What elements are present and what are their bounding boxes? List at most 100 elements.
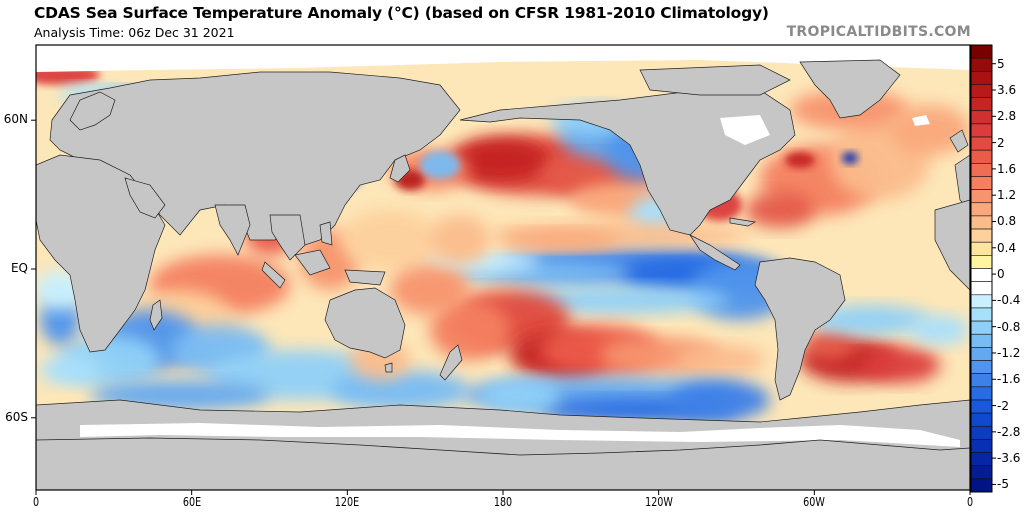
canadian-arctic-landmass (639, 64, 791, 96)
scandinavia-landmass (69, 91, 116, 131)
colorbar-tick-label: -0.4 (997, 293, 1021, 308)
lat-tick-label: EQ (10, 261, 28, 275)
philippines-landmass (319, 221, 333, 246)
colorbar-tick-label: 1.6 (997, 161, 1017, 176)
arabia-landmass (124, 177, 166, 219)
colorbar-swatch (970, 399, 993, 414)
chart-title: CDAS Sea Surface Temperature Anomaly (°C… (34, 4, 769, 22)
japan-landmass (389, 154, 411, 183)
colorbar-tick-label: 0 (997, 267, 1005, 282)
anomaly-patch (810, 305, 930, 335)
colorbar-tick-label: -2.8 (997, 424, 1021, 439)
lon-tick-label: 120E (335, 495, 360, 509)
land-layer (36, 45, 970, 490)
anomaly-patch (910, 315, 970, 345)
colorbar-swatch (970, 84, 993, 98)
greenland-landmass (799, 59, 901, 119)
colorbar-swatch (970, 149, 993, 164)
axis-ticks (31, 119, 971, 495)
colorbar-swatch (970, 202, 993, 217)
colorbar-tick-label: 2 (997, 135, 1005, 150)
colorbar-tick-label: 1.2 (997, 188, 1017, 203)
colorbar-swatch (970, 215, 993, 230)
colorbar-tick-label: -1.6 (997, 372, 1021, 387)
africa-landmass (36, 154, 166, 353)
africa-west-edge-landmass (934, 199, 970, 291)
lon-tick-label: 180 (493, 495, 513, 509)
colorbar-tick-label: -2 (997, 398, 1009, 413)
uk-landmass (949, 129, 969, 153)
colorbar-tick-label: 0.8 (997, 214, 1017, 229)
lon-tick-label: 60E (182, 495, 201, 509)
anomaly-patch (430, 300, 510, 360)
colorbar-tick-label: -3.6 (997, 451, 1021, 466)
iceland-landmass (912, 115, 930, 126)
lat-tick-label: 60N (3, 112, 28, 127)
europe-east-edge-landmass (954, 154, 970, 211)
lat-tick-label: 60S (5, 409, 28, 424)
colorbar-swatch (970, 452, 993, 467)
lon-tick-label: 120W (644, 495, 673, 509)
tasmania-landmass (384, 362, 393, 373)
colorbar-swatch (970, 241, 993, 256)
colorbar-tick-label: 5 (997, 56, 1005, 71)
anomaly-patch (40, 355, 100, 385)
colorbar-swatch (970, 123, 993, 138)
colorbar-swatch (970, 281, 993, 296)
madagascar-landmass (149, 299, 163, 331)
colorbar-tick-label: 0.4 (997, 240, 1017, 255)
anomaly-patch (860, 347, 940, 383)
colorbar-tick-label: -1.2 (997, 345, 1021, 360)
colorbar-swatch (970, 465, 993, 480)
anomaly-patch (890, 105, 970, 155)
central-america-landmass (688, 234, 741, 271)
new-zealand-landmass (439, 344, 463, 381)
colorbar-swatch (970, 228, 993, 243)
colorbar-swatch (970, 57, 993, 72)
anomaly-patch (805, 330, 855, 360)
colorbar-tick-label: -5 (997, 477, 1009, 492)
colorbar-swatch (970, 320, 993, 335)
anomaly-patch (390, 265, 470, 315)
anomaly-patch (340, 210, 440, 270)
anomaly-patch (842, 152, 858, 164)
colorbar-frame (970, 44, 993, 493)
colorbar-swatch (970, 136, 993, 151)
anomaly-patch (420, 151, 460, 179)
watermark: TROPICALTIDBITS.COM (786, 24, 971, 40)
colorbar-swatch (970, 268, 993, 282)
anomaly-patch (430, 215, 490, 265)
colorbar-swatch (970, 360, 993, 374)
hudson-bay-ice-landmass (720, 115, 770, 145)
anomaly-patch (510, 286, 730, 314)
colorbar-swatch (970, 255, 993, 269)
colorbar-swatch (970, 176, 993, 190)
colorbar-swatch (970, 70, 993, 85)
anomaly-patch (785, 152, 815, 168)
borneo-landmass (294, 249, 331, 276)
colorbar-tick-label: 2.8 (997, 109, 1017, 124)
anomaly-patch (670, 380, 770, 420)
lon-tick-label: 60W (803, 495, 826, 509)
colorbar-swatch (970, 163, 993, 177)
india-landmass (214, 204, 251, 256)
antarctica-landmass (36, 399, 970, 490)
antarctic-sea-ice (80, 423, 960, 447)
anomaly-patch (745, 192, 815, 228)
colorbar-tick-label: 3.6 (997, 83, 1017, 97)
colorbar-swatch (970, 386, 993, 401)
colorbar (970, 44, 996, 493)
colorbar-swatch (970, 110, 993, 125)
colorbar-swatch (970, 347, 993, 361)
new-guinea-landmass (344, 269, 386, 286)
colorbar-swatch (970, 412, 993, 427)
anomaly-patch (675, 345, 765, 375)
anomaly-patch (330, 370, 470, 410)
colorbar-swatch (970, 189, 993, 204)
analysis-time: Analysis Time: 06z Dec 31 2021 (34, 25, 235, 40)
se-asia-landmass (269, 214, 306, 261)
colorbar-swatch (970, 294, 993, 309)
colorbar-swatch (970, 439, 993, 453)
australia-landmass (324, 287, 406, 359)
